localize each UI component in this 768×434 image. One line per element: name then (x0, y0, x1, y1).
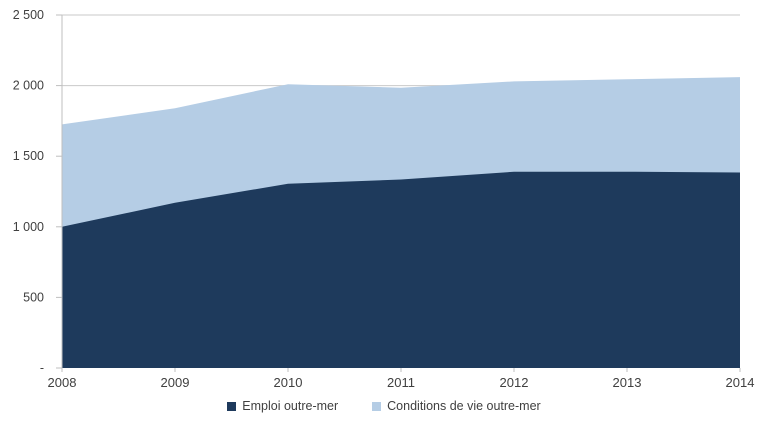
x-axis-label: 2011 (387, 375, 415, 390)
y-axis-label: 500 (23, 290, 44, 304)
chart-legend: Emploi outre-mer Conditions de vie outre… (0, 399, 768, 413)
legend-item-conditions-de-vie: Conditions de vie outre-mer (372, 399, 541, 413)
x-axis-label: 2009 (161, 375, 190, 390)
x-axis-label: 2014 (726, 375, 755, 390)
legend-item-emploi-outre-mer: Emploi outre-mer (227, 399, 338, 413)
plot-area: - 500 1 000 1 500 2 000 2 500 2008 2009 2010 2011… (13, 8, 755, 390)
y-axis-label: 1 500 (13, 149, 44, 163)
legend-swatch-conditions (372, 401, 382, 411)
legend-label-conditions: Conditions de vie outre-mer (387, 399, 541, 413)
x-axis-label: 2008 (48, 375, 77, 390)
y-axis-label: - (40, 361, 44, 375)
x-axis-label: 2012 (500, 375, 529, 390)
legend-swatch-emploi (227, 401, 237, 411)
y-axis-label: 1 000 (13, 220, 44, 234)
legend-label-emploi: Emploi outre-mer (242, 399, 339, 413)
x-axis-label: 2013 (613, 375, 642, 390)
x-axis-label: 2010 (274, 375, 303, 390)
y-axis-label: 2 000 (13, 79, 44, 93)
y-axis-label: 2 500 (13, 8, 44, 22)
area-series-emploi (62, 171, 740, 368)
